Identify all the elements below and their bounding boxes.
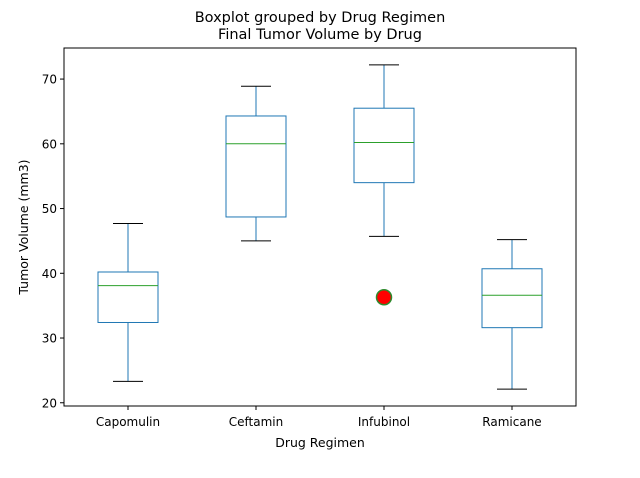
- y-tick-label: 40: [42, 267, 57, 281]
- y-tick-label: 60: [42, 137, 57, 151]
- box-iqr: [97, 271, 159, 323]
- plot-area: 20 30 40 50 60 70 Capomulin Ceftamin Infubinol Ra…: [42, 64, 543, 429]
- box-iqr: [353, 107, 415, 184]
- x-axis-label: Drug Regimen: [275, 435, 365, 450]
- y-tick-label: 20: [42, 396, 57, 410]
- x-tick-label: Ceftamin: [229, 415, 283, 429]
- x-tick-label: Ramicane: [482, 415, 541, 429]
- chart-subtitle: Final Tumor Volume by Drug: [218, 27, 422, 43]
- box-iqr: [481, 268, 543, 329]
- x-tick-label: Infubinol: [358, 415, 410, 429]
- box-iqr: [225, 115, 287, 218]
- y-tick-label: 50: [42, 202, 57, 216]
- y-tick-label: 30: [42, 332, 57, 346]
- y-tick-label: 70: [42, 73, 57, 87]
- x-tick-label: Capomulin: [96, 415, 160, 429]
- y-axis-label: Tumor Volume (mm3): [16, 159, 31, 295]
- plot-frame: [63, 47, 577, 407]
- chart-title: Boxplot grouped by Drug Regimen: [195, 10, 446, 26]
- outlier-point: [375, 288, 393, 306]
